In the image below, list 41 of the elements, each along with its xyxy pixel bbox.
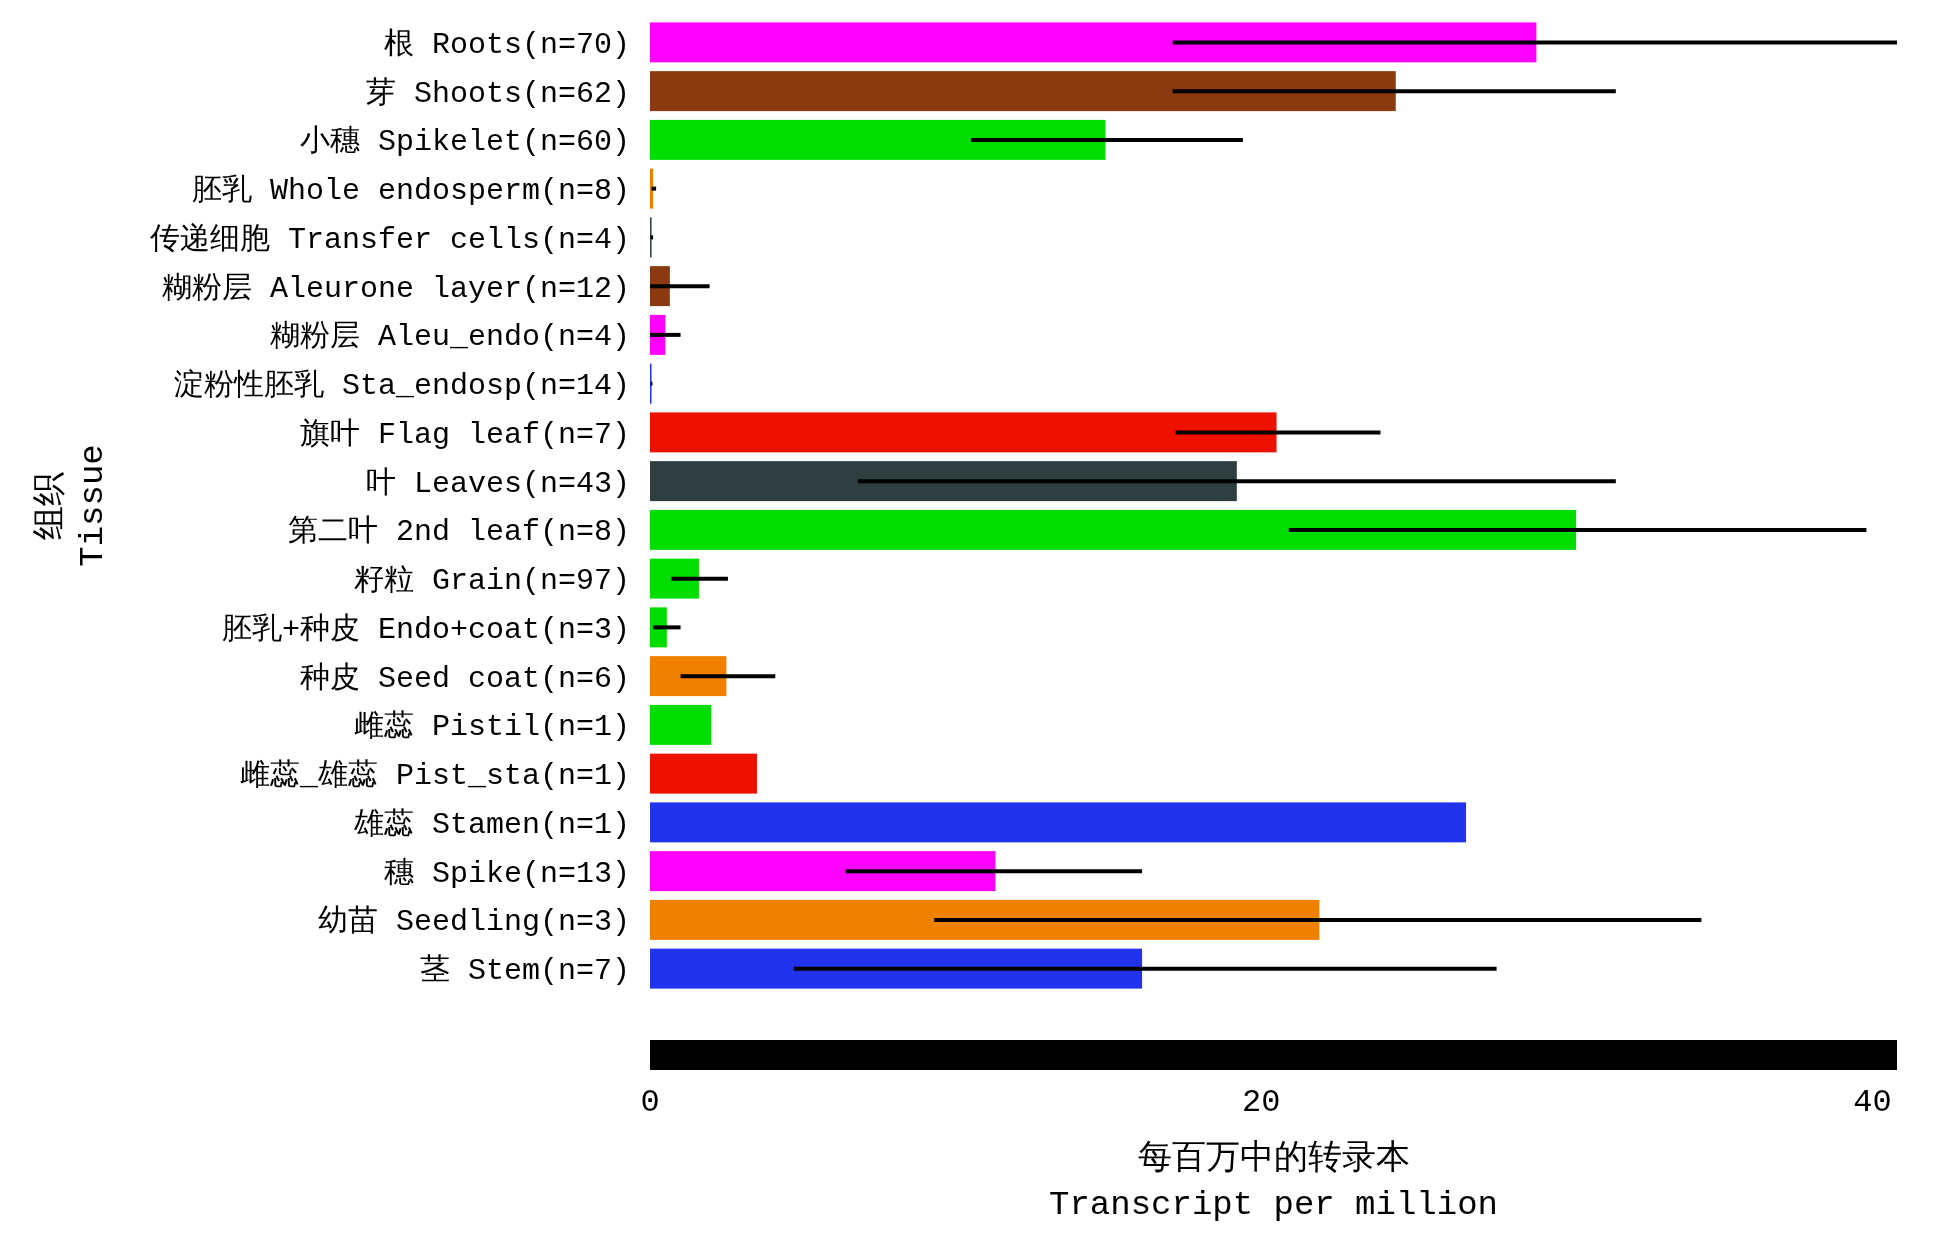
y-tick-label: 根 Roots(n=70) <box>383 27 630 62</box>
y-tick-label: 小穗 Spikelet(n=60) <box>299 125 630 160</box>
y-tick-label: 胚乳+种皮 Endo+coat(n=3) <box>221 612 630 647</box>
bar <box>650 119 1106 160</box>
y-tick-label: 雌蕊_雄蕊 Pist_sta(n=1) <box>239 759 630 794</box>
y-axis-title: 组织 Tissue <box>32 444 112 567</box>
bar <box>650 607 667 648</box>
bar <box>650 704 712 745</box>
y-tick-label: 穗 Spike(n=13) <box>383 856 630 891</box>
bar <box>650 168 654 209</box>
y-tick-label: 幼苗 Seedling(n=3) <box>317 905 630 940</box>
y-tick-label: 第二叶 2nd leaf(n=8) <box>287 515 630 550</box>
bar <box>650 948 1143 989</box>
bar <box>650 753 757 794</box>
y-tick-label: 种皮 Seed coat(n=6) <box>299 661 630 696</box>
bar <box>650 71 1396 112</box>
bar <box>650 461 1237 502</box>
y-tick-label: 芽 Shoots(n=62) <box>365 76 630 111</box>
y-tick-label: 雄蕊 Stamen(n=1) <box>352 807 630 842</box>
bar <box>650 802 1467 843</box>
x-tick-label: 0 <box>640 1084 660 1121</box>
y-tick-label: 旗叶 Flag leaf(n=7) <box>299 417 630 452</box>
y-tick-label: 糊粉层 Aleu_endo(n=4) <box>269 320 630 355</box>
bar <box>650 412 1277 453</box>
y-tick-label: 叶 Leaves(n=43) <box>365 466 630 501</box>
bar <box>650 899 1320 940</box>
y-tick-label: 传递细胞 Transfer cells(n=4) <box>149 221 630 257</box>
y-tick-label: 胚乳 Whole endosperm(n=8) <box>191 174 630 209</box>
x-tick-label: 40 <box>1853 1084 1892 1121</box>
x-tick-label: 20 <box>1242 1084 1281 1121</box>
x-axis-title: 每百万中的转录本 Transcript per million <box>1049 1140 1498 1224</box>
y-tick-label: 淀粉性胚乳 Sta_endosp(n=14) <box>173 368 630 404</box>
y-tick-label: 籽粒 Grain(n=97) <box>353 564 630 599</box>
bar <box>650 851 996 892</box>
bar <box>650 656 727 697</box>
y-tick-label: 糊粉层 Aleurone layer(n=12) <box>161 271 630 306</box>
bar <box>650 558 699 599</box>
bar <box>650 509 1577 550</box>
bar <box>650 22 1537 63</box>
y-tick-label: 茎 Stem(n=7) <box>419 954 630 989</box>
y-tick-label: 雌蕊 Pistil(n=1) <box>353 710 630 745</box>
